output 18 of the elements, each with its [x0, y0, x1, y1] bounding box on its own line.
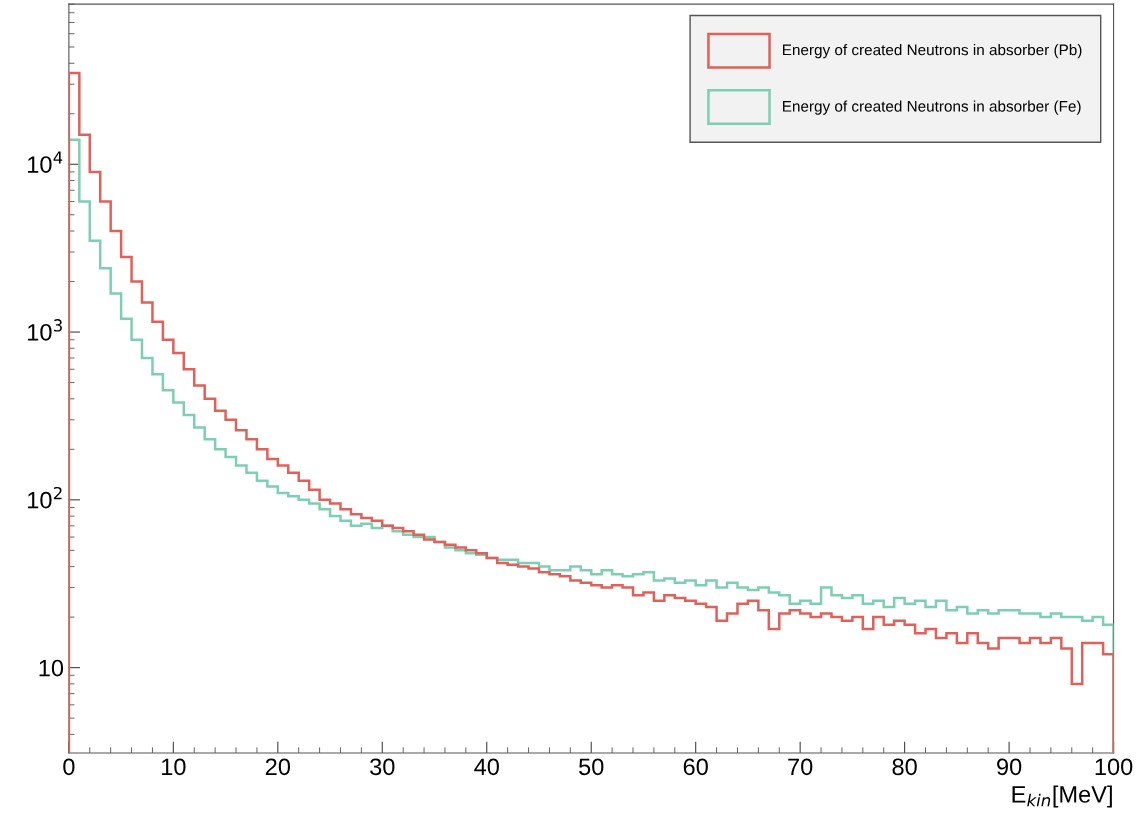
y-tick-label: 10$^{4}$: [28, 151, 63, 173]
x-tick-label: 30: [370, 758, 395, 776]
y-tick-label: 10$^{3}$: [28, 319, 62, 341]
x-tick-label: 100: [1095, 758, 1133, 776]
x-tick-label: 80: [892, 758, 917, 776]
x-tick-label: 20: [265, 758, 291, 776]
legend-label: Energy of created Neutrons in absorber (Fe): [783, 100, 1081, 115]
legend-label: Energy of created Neutrons in absorber (Pb): [783, 44, 1082, 59]
y-tick-label: 10: [39, 659, 64, 677]
x-tick-label: 0: [63, 758, 75, 776]
x-tick-label: 10: [162, 758, 186, 776]
x-tick-label: 70: [788, 758, 813, 776]
x-tick-label: 50: [579, 758, 604, 776]
x-tick-label: 40: [474, 758, 499, 776]
x-tick-label: 90: [997, 758, 1022, 776]
y-tick-label: 10$^{2}$: [28, 486, 62, 509]
x-axis-title: E$_{kin}$[MeV]: [1012, 785, 1112, 808]
x-tick-label: 60: [683, 758, 708, 776]
